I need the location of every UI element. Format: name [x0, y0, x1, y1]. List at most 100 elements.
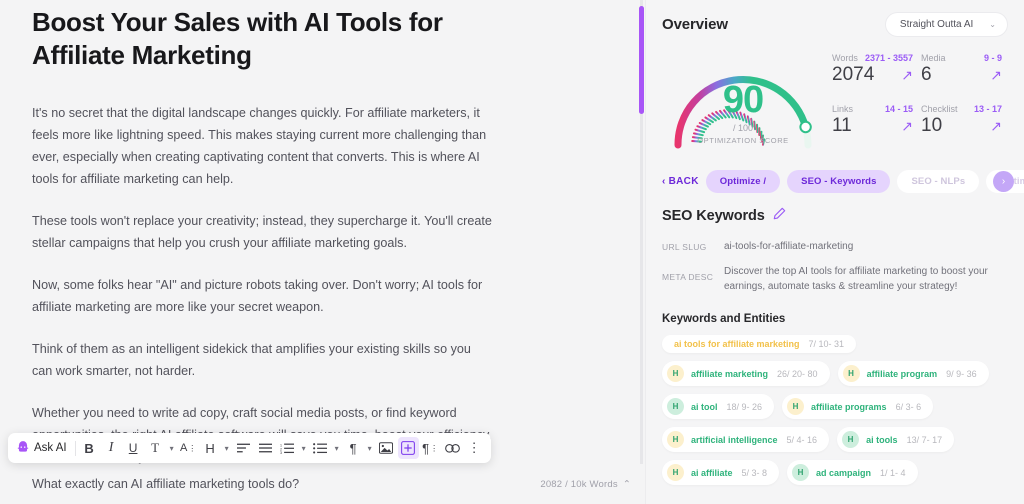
bullet-list-chevron-down-icon[interactable]: ▾ — [334, 443, 339, 453]
stat-range: 2371 - 3557 — [864, 53, 913, 63]
editor-scrollbar-thumb[interactable] — [639, 6, 644, 114]
meta-label: META DESC — [662, 272, 714, 282]
italic-icon: I — [108, 440, 114, 455]
underline-button[interactable]: U — [123, 437, 144, 459]
tab-seo-keywords[interactable]: SEO - Keywords — [787, 169, 891, 193]
tab-optimize[interactable]: Optimize / — [705, 169, 781, 193]
font-color-icon: A — [179, 442, 188, 454]
document-title[interactable]: Boost Your Sales with AI Tools for Affil… — [32, 7, 443, 71]
align-center-button[interactable] — [255, 437, 276, 459]
align-button[interactable] — [233, 437, 254, 459]
optimization-score-gauge: 90 / 100 OPTIMIZATION SCORE — [654, 39, 832, 157]
keyword-chip[interactable]: H ai tools 13/ 7- 17 — [837, 427, 955, 452]
chevron-left-icon: ‹ — [662, 175, 666, 187]
plus-box-icon — [401, 441, 416, 455]
heading-badge: H — [792, 464, 810, 481]
meta-label: URL SLUG — [662, 242, 707, 252]
ask-ai-button[interactable]: Ask AI — [14, 437, 72, 459]
optimization-score-caption: OPTIMIZATION SCORE — [697, 136, 789, 145]
align-left-icon — [236, 443, 250, 452]
keyword-chip[interactable]: ai tools for affiliate marketing 7/ 10- … — [662, 335, 857, 353]
keyword-chip[interactable]: H ai tool 18/ 9- 26 — [662, 394, 775, 419]
document-next-heading[interactable]: What exactly can AI affiliate marketing … — [32, 477, 300, 491]
paragraph-chevron-down-icon[interactable]: ▾ — [367, 443, 372, 453]
link-icon — [444, 443, 460, 453]
heading-badge: H — [842, 365, 860, 382]
text-style-button[interactable]: T — [145, 437, 166, 459]
seo-keywords-title: SEO Keywords — [662, 208, 765, 224]
tab-seo-nlps[interactable]: SEO - NLPs — [897, 169, 980, 193]
paragraph-button[interactable]: ¶ — [343, 437, 364, 459]
insert-link-button[interactable] — [442, 437, 463, 459]
back-button[interactable]: ‹ BACK — [662, 176, 699, 187]
editor-scrollbar-track[interactable] — [640, 0, 643, 504]
keyword-term: ai tools for affiliate marketing — [674, 339, 800, 349]
meta-row-url-slug: URL SLUG ai-tools-for-affiliate-marketin… — [662, 239, 1008, 254]
url-slug-value[interactable]: ai-tools-for-affiliate-marketing — [724, 241, 854, 252]
keyword-term: ad campaign — [816, 467, 872, 478]
stat-card-checklist[interactable]: Checklist 13 - 17 10 ↗ — [921, 104, 1010, 137]
paragraph-settings-icon: ¶ — [422, 440, 430, 456]
stat-card-words[interactable]: Words 2371 - 3557 2074 ↗ — [832, 53, 921, 86]
keyword-count: 1/ 1- 4 — [880, 467, 906, 478]
underline-icon: U — [128, 441, 138, 455]
more-options-button[interactable]: ⋮ — [464, 437, 485, 459]
word-count-indicator[interactable]: 2082 / 10k Words ⌃ — [540, 479, 645, 490]
insert-image-button[interactable] — [376, 437, 397, 459]
heading-chevron-down-icon[interactable]: ▾ — [224, 443, 229, 453]
keyword-chip[interactable]: H affiliate marketing 26/ 20- 80 — [662, 361, 830, 386]
keyword-count: 18/ 9- 26 — [726, 401, 763, 412]
optimization-score-value: 90 — [722, 79, 764, 121]
overview-section: 90 / 100 OPTIMIZATION SCORE Words 2371 -… — [646, 37, 1024, 157]
more-vertical-icon: ⋮ — [467, 440, 481, 455]
project-selector[interactable]: Straight Outta AI ⌄ — [884, 12, 1008, 37]
trend-up-arrow-icon: ↗ — [901, 118, 913, 134]
chevron-up-icon[interactable]: ⌃ — [622, 478, 631, 490]
bullet-list-button[interactable] — [310, 437, 331, 459]
pilcrow-icon: ¶ — [349, 440, 357, 456]
stat-card-media[interactable]: Media 9 - 9 6 ↗ — [921, 53, 1010, 86]
heading-button[interactable]: H — [200, 437, 221, 459]
keyword-chip[interactable]: H affiliate program 9/ 9- 36 — [837, 361, 989, 386]
stat-label: Checklist — [921, 104, 958, 114]
stat-card-links[interactable]: Links 14 - 15 11 ↗ — [832, 104, 921, 137]
ordered-list-chevron-down-icon[interactable]: ▾ — [301, 443, 306, 453]
keyword-term: ai tools — [866, 434, 898, 445]
tabs-next-button[interactable]: › — [993, 171, 1014, 192]
keyword-chip[interactable]: H affiliate programs 6/ 3- 6 — [782, 394, 934, 419]
keyword-chip[interactable]: H ad campaign 1/ 1- 4 — [787, 460, 918, 485]
meta-desc-value[interactable]: Discover the top AI tools for affiliate … — [724, 266, 988, 292]
document-body[interactable]: Boost Your Sales with AI Tools for Affil… — [0, 0, 645, 468]
bullet-list-icon — [313, 442, 328, 454]
keyword-chip[interactable]: H ai affiliate 5/ 3- 8 — [662, 460, 780, 485]
ask-ai-icon — [16, 440, 30, 457]
align-justify-icon — [258, 443, 272, 452]
keyword-count: 7/ 10- 31 — [808, 339, 845, 349]
edit-pencil-icon[interactable] — [773, 207, 786, 225]
font-color-button[interactable]: A ⋮ — [179, 442, 197, 454]
document-paragraph[interactable]: Now, some folks hear "AI" and picture ro… — [32, 277, 483, 314]
bold-button[interactable]: B — [79, 437, 100, 459]
svg-text:1: 1 — [280, 443, 282, 447]
stat-value: 2074 — [832, 64, 875, 85]
paragraph-settings-button[interactable]: ¶ ⋮ — [422, 440, 439, 456]
keyword-chip[interactable]: H artificial intelligence 5/ 4- 16 — [662, 427, 830, 452]
stat-range: 14 - 15 — [884, 104, 913, 114]
stat-value: 11 — [832, 115, 852, 136]
seo-meta-table: URL SLUG ai-tools-for-affiliate-marketin… — [646, 225, 1024, 294]
text-style-chevron-down-icon[interactable]: ▾ — [169, 443, 174, 453]
back-label: BACK — [668, 175, 699, 187]
keyword-count: 5/ 3- 8 — [741, 467, 768, 478]
formatting-toolbar: Ask AI B I U T ▾ A ⋮ H ▾ — [8, 433, 491, 463]
document-paragraph[interactable]: These tools won't replace your creativit… — [32, 213, 492, 250]
italic-button[interactable]: I — [101, 437, 122, 459]
keywords-list: ai tools for affiliate marketing 7/ 10- … — [646, 325, 1024, 485]
toolbar-divider — [74, 440, 76, 456]
document-paragraph[interactable]: It's no secret that the digital landscap… — [32, 105, 487, 186]
document-paragraph[interactable]: Think of them as an intelligent sidekick… — [32, 341, 471, 378]
ordered-list-icon: 123 — [280, 443, 295, 454]
stats-grid: Words 2371 - 3557 2074 ↗ Media 9 - 9 6 — [832, 39, 1010, 137]
insert-block-button[interactable] — [397, 437, 419, 459]
